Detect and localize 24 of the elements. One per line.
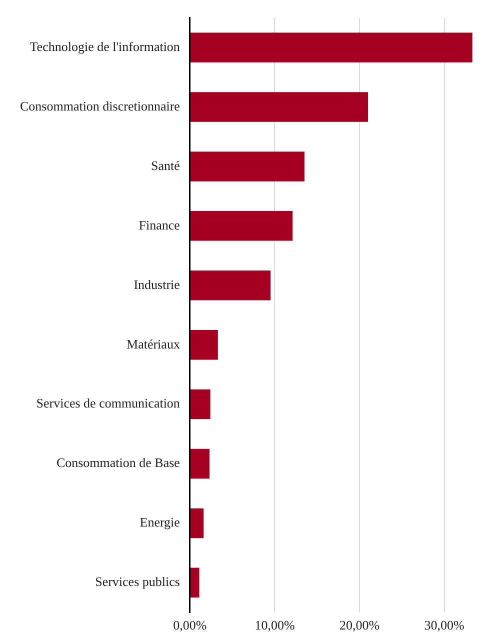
y-tick-label: Energie xyxy=(140,514,180,530)
y-tick-label: Santé xyxy=(151,158,180,173)
y-tick-label: Matériaux xyxy=(126,336,180,352)
bar xyxy=(190,32,472,62)
y-tick-label: Consommation discretionnaire xyxy=(20,98,180,114)
bar xyxy=(190,508,204,538)
bar xyxy=(190,568,200,598)
x-tick-label: 30,00% xyxy=(424,618,465,633)
bar xyxy=(190,211,293,241)
bar xyxy=(190,92,368,122)
bar xyxy=(190,448,210,479)
y-tick-label: Technologie de l'information xyxy=(30,38,180,54)
y-tick-label: Services publics xyxy=(95,574,180,590)
y-tick-label: Consommation de Base xyxy=(56,455,180,470)
bar xyxy=(190,270,270,300)
bar xyxy=(190,152,304,182)
x-tick-label: 0,00% xyxy=(173,618,207,633)
y-tick-label: Industrie xyxy=(134,276,180,292)
bar xyxy=(190,330,218,360)
bar xyxy=(190,389,210,420)
x-tick-label: 20,00% xyxy=(339,618,380,633)
y-tick-label: Services de communication xyxy=(36,396,180,411)
x-tick-label: 10,00% xyxy=(254,618,295,633)
y-tick-label: Finance xyxy=(138,217,180,232)
